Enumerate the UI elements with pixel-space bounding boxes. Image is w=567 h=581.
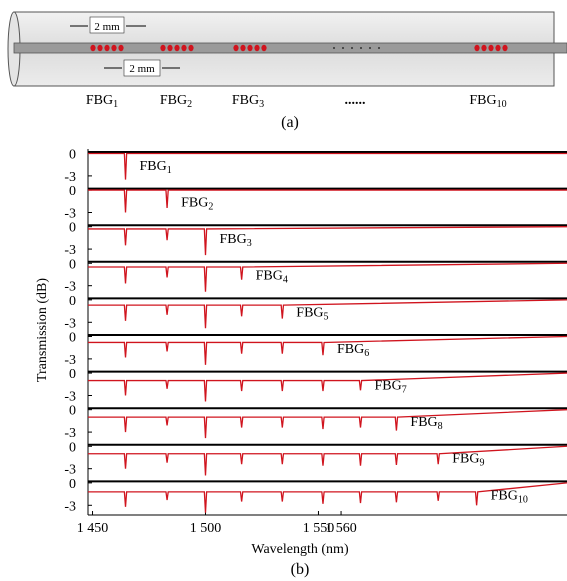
y-tick-label: 0 xyxy=(69,330,76,345)
grating-dots xyxy=(90,44,508,52)
y-tick-label: -3 xyxy=(64,426,76,441)
transmission-line xyxy=(88,226,567,256)
y-tick-label: 0 xyxy=(69,257,76,272)
spacing-label: 2 mm xyxy=(129,63,155,75)
annotation: FBG6 xyxy=(337,342,369,359)
chart: Transmission (dB) Wavelength (nm) (b) 1 … xyxy=(35,147,567,578)
annotation: FBG1 xyxy=(140,159,172,176)
y-tick-label: 0 xyxy=(69,184,76,199)
annotation: FBG2 xyxy=(181,196,213,213)
label-box xyxy=(89,16,125,34)
x-axis-label: Wavelength (nm) xyxy=(251,542,349,557)
annotation: FBG3 xyxy=(219,232,251,249)
grating-label: FBG2 xyxy=(160,93,192,110)
y-tick-label: 0 xyxy=(69,477,76,492)
annotation: FBG8 xyxy=(410,415,442,432)
y-tick-label: -3 xyxy=(64,389,76,404)
fiber-diagram: 2 mm 2 mm FBG1 FBG2 FBG3 ...... FBG10 (a… xyxy=(7,11,567,131)
annotation: FBG4 xyxy=(256,269,288,286)
x-tick-label: 1 450 xyxy=(77,521,109,536)
y-tick-label: -3 xyxy=(64,206,76,221)
x-tick-label: 1 500 xyxy=(190,521,222,536)
annotation: FBG7 xyxy=(374,379,406,396)
x-tick-label: 1 560 xyxy=(325,521,357,536)
label-box xyxy=(123,59,161,77)
core xyxy=(13,42,567,54)
spacing-label: 2 mm xyxy=(94,21,120,33)
transmission-line xyxy=(88,409,567,439)
fiber-ellipsis xyxy=(333,47,380,49)
transmission-line xyxy=(88,335,567,365)
y-tick-label: 0 xyxy=(69,440,76,455)
transmission-line xyxy=(88,299,567,329)
grating-label: ...... xyxy=(345,93,366,108)
y-tick-label: 0 xyxy=(69,147,76,162)
transmission-line xyxy=(88,445,567,476)
y-tick-label: 0 xyxy=(69,367,76,382)
y-axis-label: Transmission (dB) xyxy=(35,278,50,382)
x-tick-label: 1 550 xyxy=(303,521,335,536)
y-tick-label: -3 xyxy=(64,463,76,478)
panel-label: (a) xyxy=(281,114,299,131)
y-tick-label: -3 xyxy=(64,353,76,368)
y-tick-label: -3 xyxy=(64,243,76,258)
transmission-line xyxy=(88,189,567,213)
annotation: FBG5 xyxy=(296,305,328,322)
grating-label: FBG3 xyxy=(232,93,264,110)
y-tick-label: -3 xyxy=(64,170,76,185)
annotation: FBG9 xyxy=(452,452,484,469)
transmission-line xyxy=(88,482,567,513)
y-tick-label: -3 xyxy=(64,499,76,514)
y-tick-label: -3 xyxy=(64,280,76,295)
y-tick-label: 0 xyxy=(69,294,76,309)
transmission-line xyxy=(88,152,567,180)
grating-label: FBG10 xyxy=(469,93,506,110)
grating-label: FBG1 xyxy=(86,93,118,110)
y-tick-label: 0 xyxy=(69,404,76,419)
transmission-line xyxy=(88,372,567,402)
y-tick-label: -3 xyxy=(64,316,76,331)
y-tick-label: 0 xyxy=(69,221,76,236)
transmission-line xyxy=(88,262,567,292)
annotation: FBG10 xyxy=(491,488,528,505)
panel-label: (b) xyxy=(291,561,310,578)
